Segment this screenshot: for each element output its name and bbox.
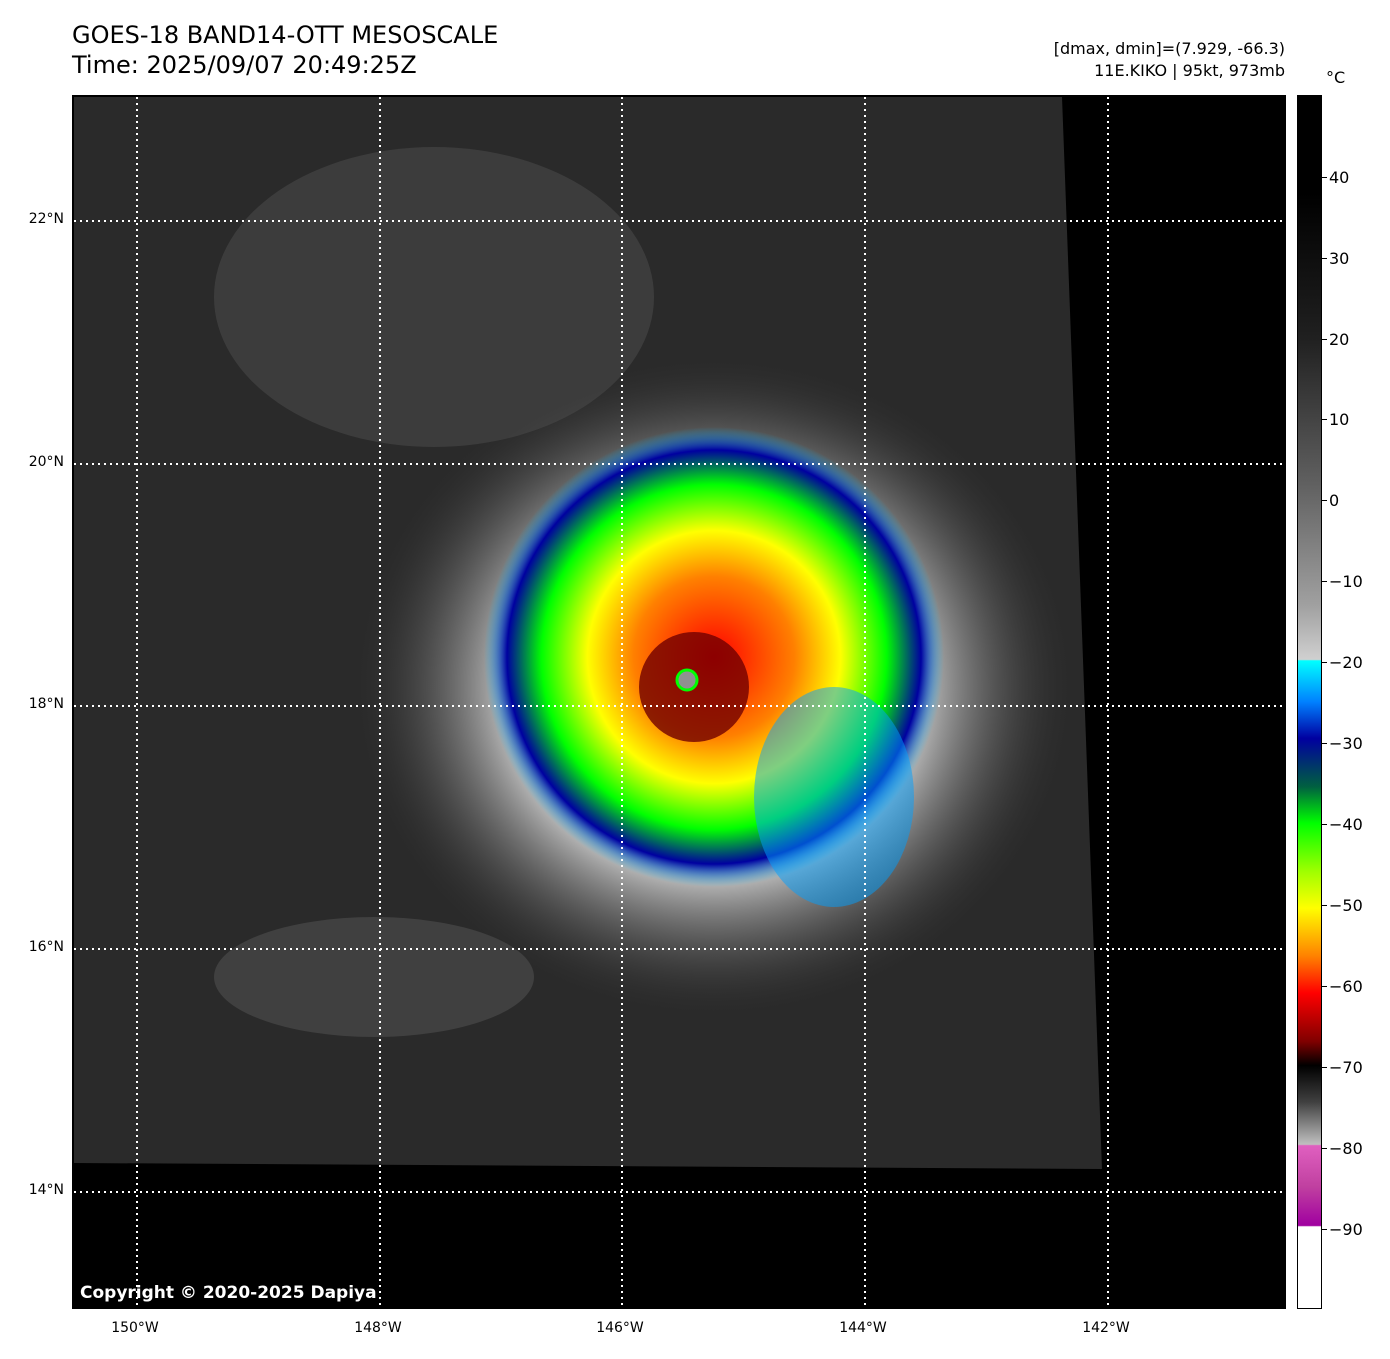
colorbar <box>1297 95 1322 1309</box>
lat-label: 20°N <box>28 454 64 470</box>
lon-label: 142°W <box>1082 1320 1130 1336</box>
storm-meta: [dmax, dmin]=(7.929, -66.3) 11E.KIKO | 9… <box>1054 38 1285 82</box>
colorbar-tick <box>1322 258 1327 259</box>
colorbar-tick-label: −70 <box>1329 1058 1363 1077</box>
colorbar-tick <box>1322 986 1327 987</box>
lat-label: 18°N <box>28 696 64 712</box>
colorbar-tick-label: −40 <box>1329 815 1363 834</box>
colorbar-tick <box>1322 1229 1327 1230</box>
colorbar-unit: °C <box>1326 68 1346 87</box>
colorbar-tick <box>1322 662 1327 663</box>
colorbar-tick <box>1322 339 1327 340</box>
lon-label: 148°W <box>354 1320 402 1336</box>
lon-label: 150°W <box>111 1320 159 1336</box>
colorbar-tick-label: −60 <box>1329 977 1363 996</box>
colorbar-tick <box>1322 1148 1327 1149</box>
colorbar-tick-label: 0 <box>1329 491 1340 510</box>
colorbar-tick-label: −20 <box>1329 653 1363 672</box>
colorbar-tick-label: 40 <box>1329 168 1350 187</box>
cloud-field <box>214 917 534 1037</box>
title-line-2: Time: 2025/09/07 20:49:25Z <box>72 51 417 79</box>
satellite-map: Copyright © 2020-2025 Dapiya <box>72 95 1286 1309</box>
spiral-band <box>754 687 914 907</box>
lon-label: 144°W <box>839 1320 887 1336</box>
colorbar-tick-label: −80 <box>1329 1139 1363 1158</box>
lat-label: 14°N <box>28 1182 64 1198</box>
lat-label: 22°N <box>28 211 64 227</box>
colorbar-tick <box>1322 419 1327 420</box>
dmax-dmin-text: [dmax, dmin]=(7.929, -66.3) <box>1053 39 1285 58</box>
colorbar-tick <box>1322 581 1327 582</box>
satellite-imagery <box>74 97 1284 1307</box>
lon-label: 146°W <box>596 1320 644 1336</box>
colorbar-tick <box>1322 824 1327 825</box>
title-line-1: GOES-18 BAND14-OTT MESOSCALE <box>72 21 499 49</box>
colorbar-tick-label: 30 <box>1329 249 1350 268</box>
storm-info-text: 11E.KIKO | 95kt, 973mb <box>1094 61 1285 80</box>
colorbar-tick <box>1322 500 1327 501</box>
gridlines <box>74 97 1284 1307</box>
colorbar-tick-label: −90 <box>1329 1220 1363 1239</box>
colorbar-tick <box>1322 743 1327 744</box>
colorbar-tick-label: 20 <box>1329 330 1350 349</box>
lat-label: 16°N <box>28 939 64 955</box>
eye <box>675 668 699 692</box>
colorbar-tick-label: −30 <box>1329 734 1363 753</box>
copyright-text: Copyright © 2020-2025 Dapiya <box>80 1283 377 1303</box>
colorbar-tick <box>1322 1067 1327 1068</box>
chart-title: GOES-18 BAND14-OTT MESOSCALE Time: 2025/… <box>72 20 498 80</box>
colorbar-tick-label: −50 <box>1329 896 1363 915</box>
colorbar-tick <box>1322 905 1327 906</box>
colorbar-tick <box>1322 177 1327 178</box>
colorbar-tick-label: 10 <box>1329 410 1350 429</box>
colorbar-tick-label: −10 <box>1329 572 1363 591</box>
